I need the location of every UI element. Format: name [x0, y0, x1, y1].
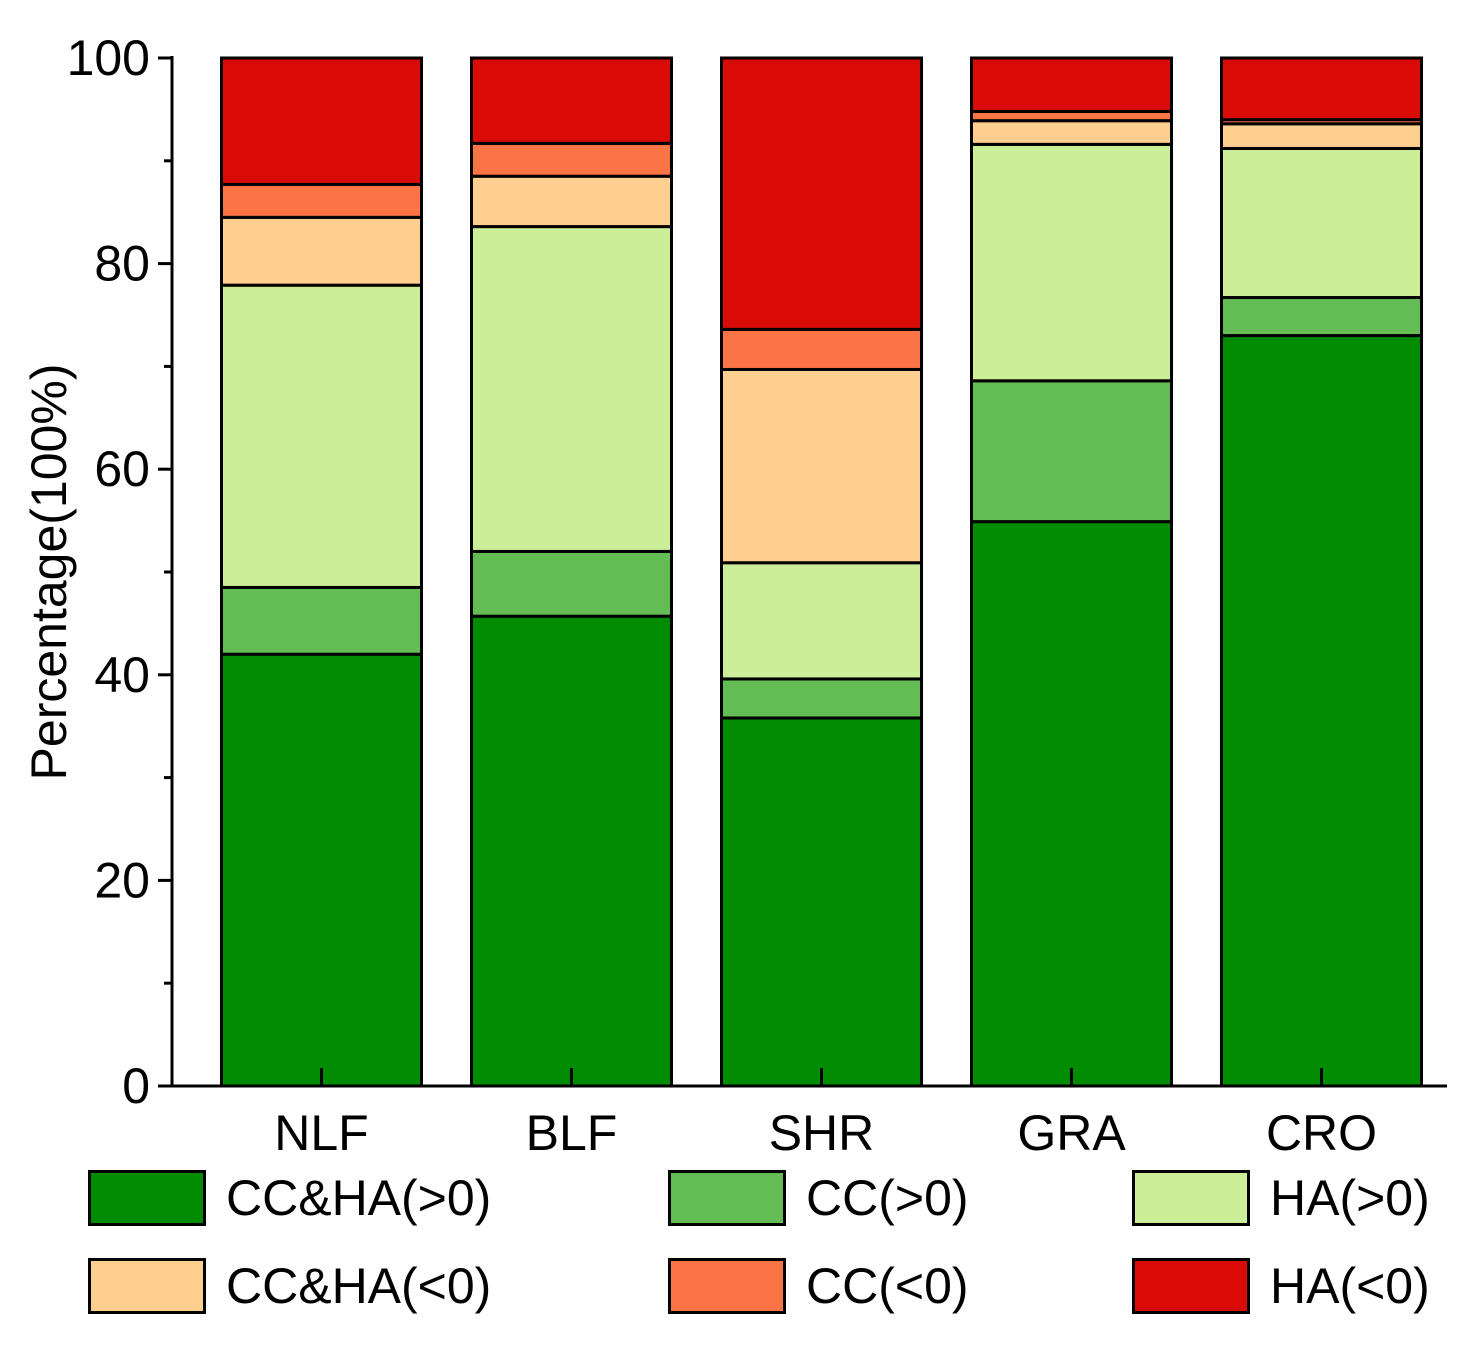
y-tick-label: 60: [94, 441, 150, 497]
bar-segment: [720, 561, 923, 681]
bar-segment: [720, 716, 923, 1088]
legend-item: HA(>0): [1132, 1167, 1430, 1229]
bar-segment: [1220, 56, 1423, 122]
axes-layer: [158, 56, 1447, 1088]
bar-segment: [220, 283, 423, 589]
y-tick-label: 20: [94, 852, 150, 908]
bar-segment: [970, 56, 1173, 113]
y-tick-label: 0: [122, 1058, 150, 1114]
legend-swatch: [668, 1170, 786, 1226]
y-tick-label: 40: [94, 647, 150, 703]
legend-label: CC&HA(>0): [226, 1170, 492, 1226]
bar-segment: [470, 225, 673, 553]
x-tick-label: NLF: [274, 1105, 368, 1160]
legend-label: CC&HA(<0): [226, 1258, 492, 1314]
x-tick-label: CRO: [1266, 1105, 1377, 1160]
bar-segment: [1220, 122, 1423, 150]
legend-swatch: [1132, 1170, 1250, 1226]
bar-segment: [970, 379, 1173, 524]
legend-item: CC(<0): [668, 1255, 969, 1317]
bar-segment: [970, 142, 1173, 383]
legend-swatch: [88, 1258, 206, 1314]
y-tick-label: 100: [67, 30, 150, 86]
x-tick-label: BLF: [526, 1105, 618, 1160]
bars-layer: [220, 56, 1423, 1088]
legend-item: CC&HA(>0): [88, 1167, 491, 1229]
bar-segment: [220, 585, 423, 656]
x-tick-label: SHR: [769, 1105, 875, 1160]
legend-swatch: [668, 1258, 786, 1314]
bar-segment: [220, 652, 423, 1088]
bar-segment: [720, 367, 923, 565]
legend-item: HA(<0): [1132, 1255, 1430, 1317]
y-axis-label: Percentage(100%): [21, 364, 77, 781]
x-tick-label: GRA: [1017, 1105, 1126, 1160]
bar-segment: [470, 174, 673, 229]
bar-segment: [470, 614, 673, 1088]
bar-segment: [970, 119, 1173, 146]
bar-segment: [720, 677, 923, 720]
bar-segment: [470, 549, 673, 618]
legend-label: HA(>0): [1270, 1170, 1430, 1226]
bar-segment: [970, 520, 1173, 1088]
bar-segment: [470, 56, 673, 145]
bar-segment: [720, 327, 923, 371]
legend-swatch: [1132, 1258, 1250, 1314]
legend-item: CC(>0): [668, 1167, 969, 1229]
y-tick-label: 80: [94, 236, 150, 292]
bar-segment: [1220, 334, 1423, 1088]
labels-layer: 0 20 40 60 80 100 NLF BLF SHR GRA CRO: [67, 30, 1377, 1160]
bar-segment: [720, 56, 923, 331]
bar-segment: [1220, 296, 1423, 338]
bar-segment: [220, 56, 423, 186]
legend-label: CC(<0): [806, 1258, 969, 1314]
legend-label: CC(>0): [806, 1170, 969, 1226]
legend-item: CC&HA(<0): [88, 1255, 491, 1317]
bar-segment: [220, 182, 423, 219]
legend: CC&HA(>0) CC(>0) HA(>0) CC&HA(<0) CC(<0) HA(<…: [88, 1167, 1468, 1327]
stacked-bar-chart: 0 20 40 60 80 100 NLF BLF SHR GRA CRO Percentage(1…: [21, 30, 1447, 1160]
legend-label: HA(<0): [1270, 1258, 1430, 1314]
legend-swatch: [88, 1170, 206, 1226]
bar-segment: [1220, 146, 1423, 300]
bar-segment: [470, 141, 673, 178]
bar-segment: [220, 215, 423, 287]
